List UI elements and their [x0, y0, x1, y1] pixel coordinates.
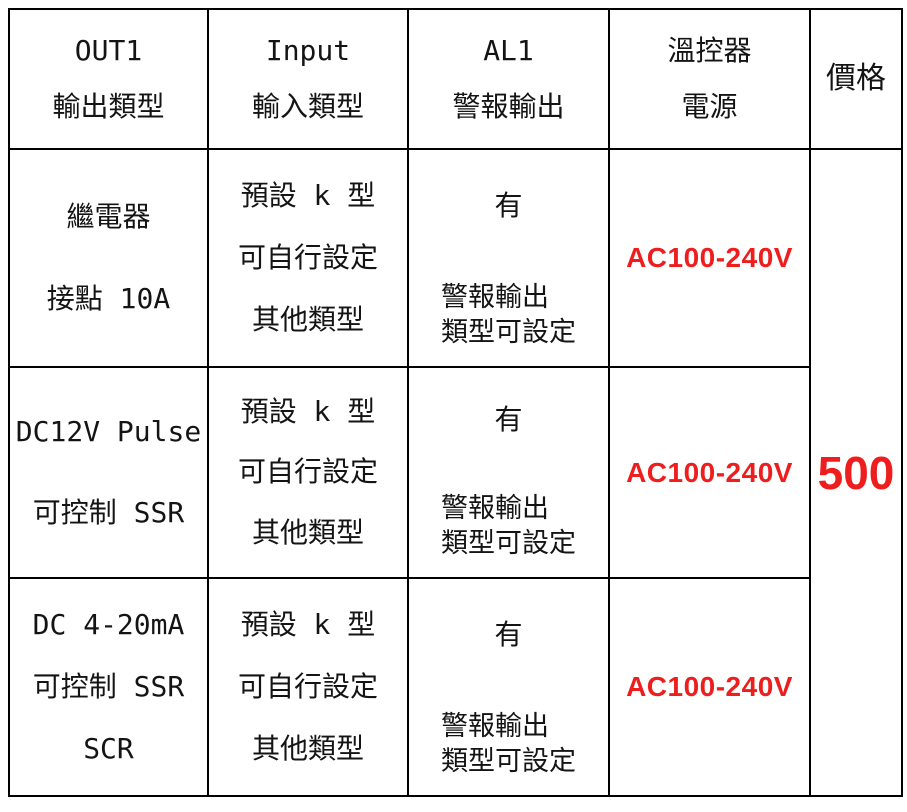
input-line: 可自行設定	[237, 455, 378, 489]
price-value: 500	[817, 446, 895, 499]
output-line: SCR	[83, 731, 134, 765]
output-line: 繼電器	[66, 199, 151, 233]
header-cell-input: Input 輸入類型	[207, 8, 409, 150]
input-line: 預設 k 型	[240, 395, 376, 429]
input-line: 其他類型	[251, 515, 364, 549]
cell-input-type: 預設 k 型 可自行設定 其他類型	[207, 577, 409, 797]
table-row-relay: 繼電器 接點 10A 預設 k 型 可自行設定 其他類型 有 警報輸出 類型可設…	[8, 148, 903, 797]
output-line: DC12V Pulse	[15, 415, 202, 449]
power-value: AC100-240V	[626, 242, 793, 273]
input-line: 預設 k 型	[240, 178, 376, 212]
input-line: 其他類型	[251, 302, 364, 336]
alarm-note: 警報輸出 類型可設定	[441, 709, 576, 779]
cell-alarm-output: 有 警報輸出 類型可設定	[407, 366, 610, 579]
input-line: 預設 k 型	[240, 607, 376, 641]
alarm-note-line: 類型可設定	[441, 745, 576, 777]
cell-power-supply: AC100-240V	[608, 148, 811, 368]
header-input-code: Input	[265, 33, 351, 67]
alarm-note-line: 類型可設定	[441, 316, 576, 348]
input-line: 可自行設定	[237, 240, 378, 274]
cell-output-type: DC12V Pulse 可控制 SSR	[8, 366, 209, 579]
power-value: AC100-240V	[626, 671, 793, 702]
alarm-status: 有	[494, 189, 523, 222]
power-value: AC100-240V	[626, 456, 793, 488]
alarm-note-line: 警報輸出	[441, 281, 549, 313]
header-cell-price: 價格	[809, 8, 903, 150]
cell-power-supply: AC100-240V	[608, 577, 811, 797]
cell-output-type: DC 4-20mA 可控制 SSR SCR	[8, 577, 209, 797]
header-price-label: 價格	[826, 60, 886, 96]
header-out1-code: OUT1	[74, 33, 143, 67]
header-power-line2: 電源	[681, 90, 738, 124]
header-out1-label: 輸出類型	[52, 90, 165, 124]
cell-price: 500	[809, 148, 903, 797]
alarm-note: 警報輸出 類型可設定	[441, 491, 576, 561]
alarm-note: 警報輸出 類型可設定	[441, 280, 576, 350]
alarm-note-line: 類型可設定	[441, 527, 576, 559]
cell-alarm-output: 有 警報輸出 類型可設定	[407, 148, 610, 368]
header-al1-label: 警報輸出	[452, 90, 565, 124]
header-al1-code: AL1	[483, 33, 534, 67]
cell-input-type: 預設 k 型 可自行設定 其他類型	[207, 148, 409, 368]
output-line: 接點 10A	[46, 282, 171, 316]
header-cell-out1: OUT1 輸出類型	[8, 8, 209, 150]
input-line: 其他類型	[251, 731, 364, 765]
cell-power-supply: AC100-240V	[608, 366, 811, 579]
output-line: 可控制 SSR	[32, 495, 185, 529]
cell-alarm-output: 有 警報輸出 類型可設定	[407, 577, 610, 797]
header-power-line1: 溫控器	[667, 33, 752, 67]
header-cell-al1: AL1 警報輸出	[407, 8, 610, 150]
output-line: 可控制 SSR	[32, 669, 185, 703]
input-line: 可自行設定	[237, 669, 378, 703]
output-line: DC 4-20mA	[32, 607, 185, 641]
header-cell-power: 溫控器 電源	[608, 8, 811, 150]
table-row-dc-4-20ma: DC 4-20mA 可控制 SSR SCR 預設 k 型 可自行設定 其他類型 …	[8, 577, 902, 797]
cell-input-type: 預設 k 型 可自行設定 其他類型	[207, 366, 409, 579]
alarm-status: 有	[494, 618, 523, 651]
alarm-status: 有	[494, 403, 523, 436]
table-row-dc12v-pulse: DC12V Pulse 可控制 SSR 預設 k 型 可自行設定 其他類型 有 …	[8, 366, 902, 579]
cell-output-type: 繼電器 接點 10A	[8, 148, 209, 368]
header-input-label: 輸入類型	[251, 90, 364, 124]
alarm-note-line: 警報輸出	[441, 710, 549, 742]
header-row: OUT1 輸出類型 Input 輸入類型 AL1 警報輸出 溫控器	[8, 8, 903, 150]
alarm-note-line: 警報輸出	[441, 492, 549, 524]
spec-table: OUT1 輸出類型 Input 輸入類型 AL1 警報輸出 溫控器	[8, 8, 903, 797]
